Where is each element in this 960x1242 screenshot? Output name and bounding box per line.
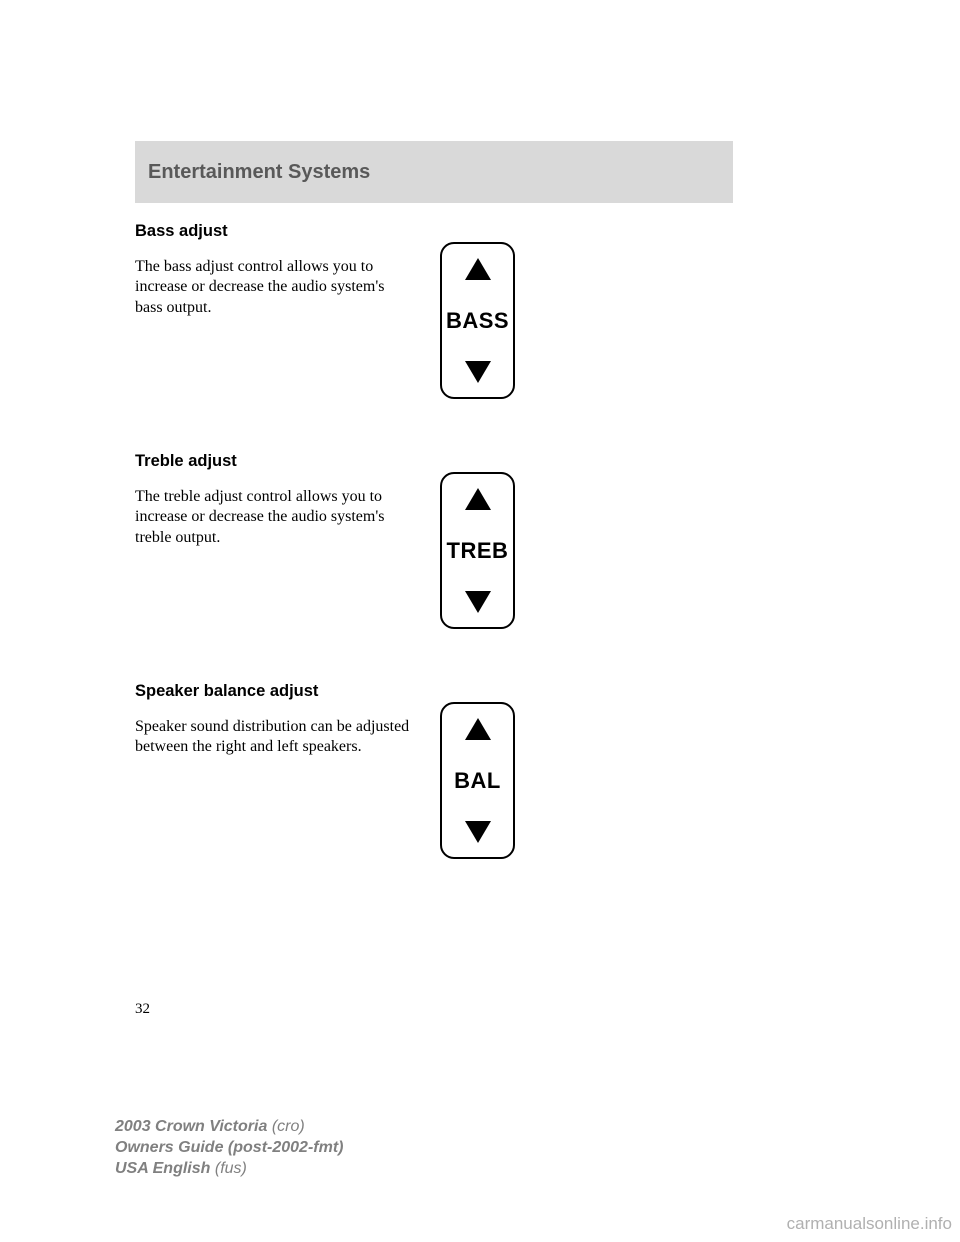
bass-adjust-section: Bass adjust The bass adjust control allo… [135, 222, 733, 422]
section-header-bar: Entertainment Systems [135, 141, 733, 203]
bass-heading: Bass adjust [135, 222, 733, 241]
source-watermark: carmanualsonline.info [787, 1214, 952, 1234]
treble-rocker-control: TREB [440, 472, 515, 629]
footer-model: 2003 Crown Victoria [115, 1118, 267, 1135]
footer-model-code: (cro) [272, 1118, 305, 1135]
triangle-up-icon [465, 258, 491, 280]
balance-adjust-section: Speaker balance adjust Speaker sound dis… [135, 682, 733, 882]
triangle-up-icon [465, 718, 491, 740]
balance-control-label: BAL [454, 768, 501, 794]
page-number: 32 [135, 1001, 150, 1018]
document-footer: 2003 Crown Victoria (cro) Owners Guide (… [115, 1117, 343, 1179]
bass-control-label: BASS [446, 308, 509, 334]
treble-heading: Treble adjust [135, 452, 733, 471]
footer-line-3: USA English (fus) [115, 1159, 343, 1180]
footer-language-code: (fus) [215, 1160, 247, 1177]
footer-line-1: 2003 Crown Victoria (cro) [115, 1117, 343, 1138]
footer-language: USA English [115, 1160, 210, 1177]
bass-rocker-control: BASS [440, 242, 515, 399]
section-header-title: Entertainment Systems [135, 161, 370, 184]
treble-control-label: TREB [447, 538, 509, 564]
bass-body-text: The bass adjust control allows you to in… [135, 257, 415, 318]
treble-body-text: The treble adjust control allows you to … [135, 487, 415, 548]
manual-page: Entertainment Systems Bass adjust The ba… [0, 0, 960, 1242]
balance-body-text: Speaker sound distribution can be adjust… [135, 717, 415, 758]
balance-heading: Speaker balance adjust [135, 682, 733, 701]
treble-adjust-section: Treble adjust The treble adjust control … [135, 452, 733, 652]
triangle-up-icon [465, 488, 491, 510]
balance-rocker-control: BAL [440, 702, 515, 859]
triangle-down-icon [465, 361, 491, 383]
footer-line-2: Owners Guide (post-2002-fmt) [115, 1138, 343, 1159]
triangle-down-icon [465, 591, 491, 613]
page-content: Bass adjust The bass adjust control allo… [135, 222, 733, 912]
triangle-down-icon [465, 821, 491, 843]
footer-guide: Owners Guide (post-2002-fmt) [115, 1139, 343, 1156]
